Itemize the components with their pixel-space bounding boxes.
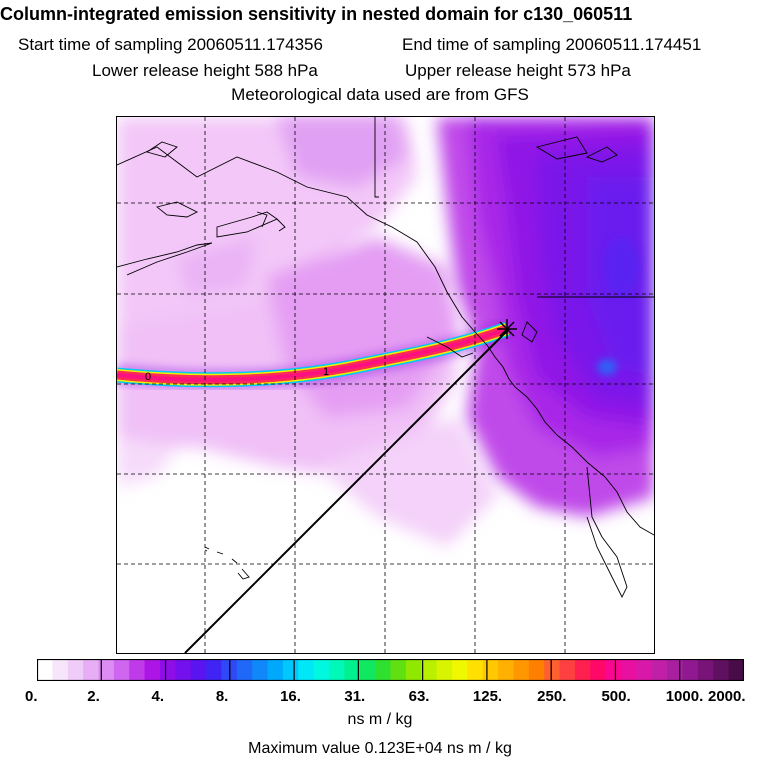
met-data-label: Meteorological data used are from GFS — [231, 85, 529, 104]
colorbar-cell — [159, 659, 176, 681]
colorbar-tick-label: 2000. — [708, 688, 746, 705]
colorbar-cell — [621, 659, 638, 681]
colorbar-tick-label: 4. — [151, 688, 165, 705]
colorbar-tick-label: 250. — [537, 688, 567, 705]
colorbar-cell — [528, 659, 545, 681]
colorbar-cell — [559, 659, 576, 681]
colorbar-cell — [98, 659, 115, 681]
colorbar-cell — [651, 659, 668, 681]
colorbar-cell — [697, 659, 714, 681]
colorbar-cell — [282, 659, 299, 681]
colorbar-cell — [544, 659, 561, 681]
colorbar-cell — [236, 659, 253, 681]
colorbar-cell — [375, 659, 392, 681]
colorbar-tick-label: 1000. — [665, 688, 704, 705]
coastlines — [117, 117, 654, 599]
colorbar-cell — [574, 659, 591, 681]
colorbar-cell — [175, 659, 192, 681]
plume-label-1: 1 — [323, 366, 329, 378]
colorbar-cell — [83, 659, 100, 681]
colorbar — [37, 659, 744, 681]
colorbar-cell — [728, 659, 744, 681]
colorbar-cell — [513, 659, 530, 681]
colorbar-cell — [37, 659, 53, 681]
colorbar-cell — [52, 659, 69, 681]
colorbar-cell — [682, 659, 699, 681]
release-point-star — [497, 319, 517, 339]
maximum-value-label: Maximum value 0.123E+04 ns m / kg — [248, 740, 512, 757]
colorbar-tick-label: 2. — [87, 688, 100, 705]
colorbar-cell — [313, 659, 330, 681]
colorbar-cells — [37, 659, 744, 681]
colorbar-tick-label: 0. — [25, 688, 38, 705]
colorbar-tick-label: 8. — [215, 688, 229, 705]
colorbar-cell — [390, 659, 407, 681]
colorbar-cell — [713, 659, 730, 681]
plume: 0 1 — [117, 318, 512, 391]
sensitivity-hotspot — [597, 237, 640, 375]
colorbar-tick-label: 63. — [408, 688, 430, 705]
colorbar-cell — [206, 659, 223, 681]
colorbar-cell — [405, 659, 422, 681]
colorbar-cell — [636, 659, 653, 681]
lower-height-label: Lower release height 588 hPa — [92, 61, 318, 80]
figure-title: Column-integrated emission sensitivity i… — [0, 4, 633, 24]
colorbar-cell — [67, 659, 84, 681]
colorbar-cell — [190, 659, 207, 681]
colorbar-cell — [344, 659, 361, 681]
colorbar-cell — [482, 659, 499, 681]
colorbar-cell — [590, 659, 607, 681]
colorbar-cell — [267, 659, 284, 681]
colorbar-tick-label: 31. — [344, 688, 366, 705]
colorbar-units: ns m / kg — [347, 711, 413, 728]
colorbar-cell — [605, 659, 622, 681]
colorbar-cell — [298, 659, 315, 681]
start-time-label: Start time of sampling 20060511.174356 — [18, 35, 323, 54]
colorbar-cell — [129, 659, 146, 681]
colorbar-cell — [329, 659, 345, 681]
plume-label-0: 0 — [145, 371, 151, 383]
colorbar-cell — [467, 659, 484, 681]
colorbar-cell — [113, 659, 130, 681]
flight-track-line — [184, 328, 510, 653]
graticule — [117, 117, 654, 653]
end-time-label: End time of sampling 20060511.174451 — [402, 35, 702, 54]
colorbar-cell — [436, 659, 453, 681]
colorbar-cell — [667, 659, 684, 681]
colorbar-cell — [144, 659, 161, 681]
colorbar-cell — [451, 659, 468, 681]
colorbar-cell — [498, 659, 515, 681]
colorbar-tick-label: 16. — [280, 688, 301, 705]
colorbar-cell — [421, 659, 438, 681]
map-svg: 0 1 — [117, 117, 654, 653]
colorbar-cell — [252, 659, 269, 681]
colorbar-tick-label: 125. — [472, 688, 503, 705]
upper-height-label: Upper release height 573 hPa — [405, 61, 631, 80]
colorbar-tick-label: 500. — [601, 688, 631, 705]
colorbar-cell — [359, 659, 376, 681]
sensitivity-map: 0 1 — [116, 116, 655, 654]
